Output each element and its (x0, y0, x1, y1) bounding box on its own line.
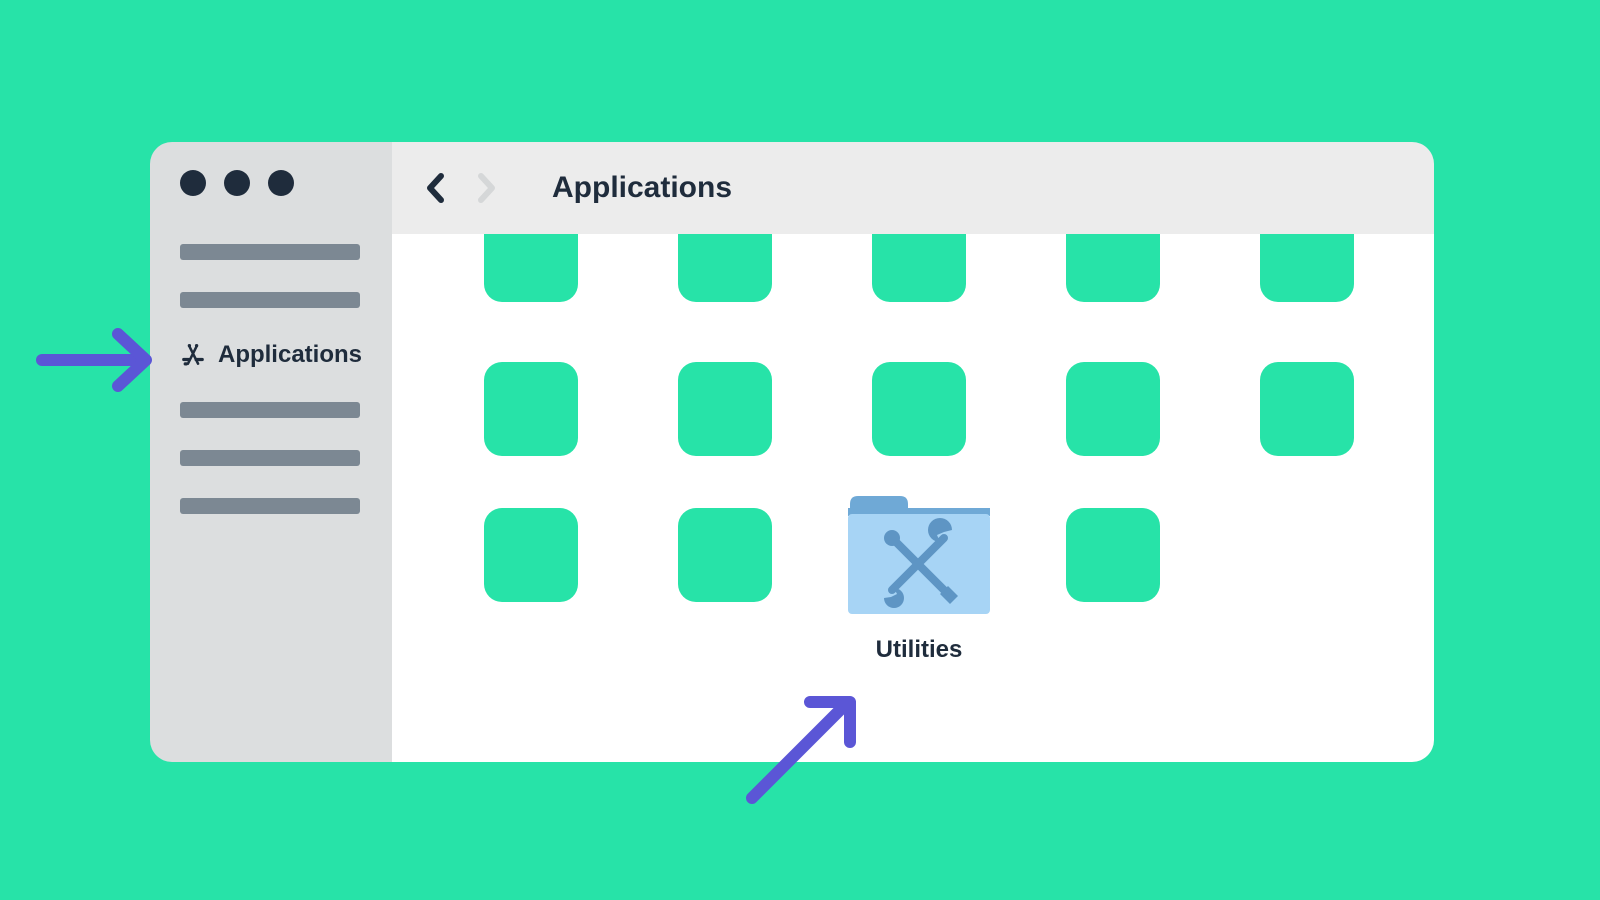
app-tile[interactable] (484, 234, 578, 302)
app-tile[interactable] (1260, 362, 1354, 456)
chevron-left-icon (425, 173, 447, 203)
app-tile[interactable] (484, 362, 578, 456)
folder-utilities[interactable]: Utilities (844, 494, 994, 664)
sidebar-item-placeholder[interactable] (180, 450, 360, 466)
folder-icon (844, 494, 994, 618)
nav-back-button[interactable] (422, 174, 450, 202)
window-close-dot[interactable] (180, 170, 206, 196)
toolbar: Applications (392, 142, 1434, 234)
content-area: Utilities (392, 234, 1434, 762)
window-minimize-dot[interactable] (224, 170, 250, 196)
annotation-arrow-folder (742, 688, 862, 808)
sidebar-item-placeholder[interactable] (180, 402, 360, 418)
annotation-arrow-sidebar (36, 320, 156, 400)
window-controls (150, 142, 392, 196)
sidebar: Applications (150, 142, 392, 762)
app-tile[interactable] (872, 362, 966, 456)
app-tile[interactable] (678, 362, 772, 456)
main-area: Applications Utilities (392, 142, 1434, 762)
nav-forward-button[interactable] (472, 174, 500, 202)
chevron-right-icon (475, 173, 497, 203)
location-title: Applications (552, 171, 732, 205)
app-tile[interactable] (678, 508, 772, 602)
sidebar-item-placeholder[interactable] (180, 244, 360, 260)
applications-icon (180, 337, 206, 373)
sidebar-item-label: Applications (218, 341, 362, 369)
app-tile[interactable] (1066, 362, 1160, 456)
folder-label: Utilities (876, 636, 963, 664)
sidebar-item-placeholder[interactable] (180, 498, 360, 514)
app-tile[interactable] (1260, 234, 1354, 302)
sidebar-item-placeholder[interactable] (180, 292, 360, 308)
app-tile[interactable] (484, 508, 578, 602)
sidebar-item-applications[interactable]: Applications (180, 340, 362, 370)
finder-window: Applications Applications (150, 142, 1434, 762)
app-tile[interactable] (1066, 508, 1160, 602)
app-tile[interactable] (678, 234, 772, 302)
window-zoom-dot[interactable] (268, 170, 294, 196)
app-tile[interactable] (1066, 234, 1160, 302)
app-tile[interactable] (872, 234, 966, 302)
